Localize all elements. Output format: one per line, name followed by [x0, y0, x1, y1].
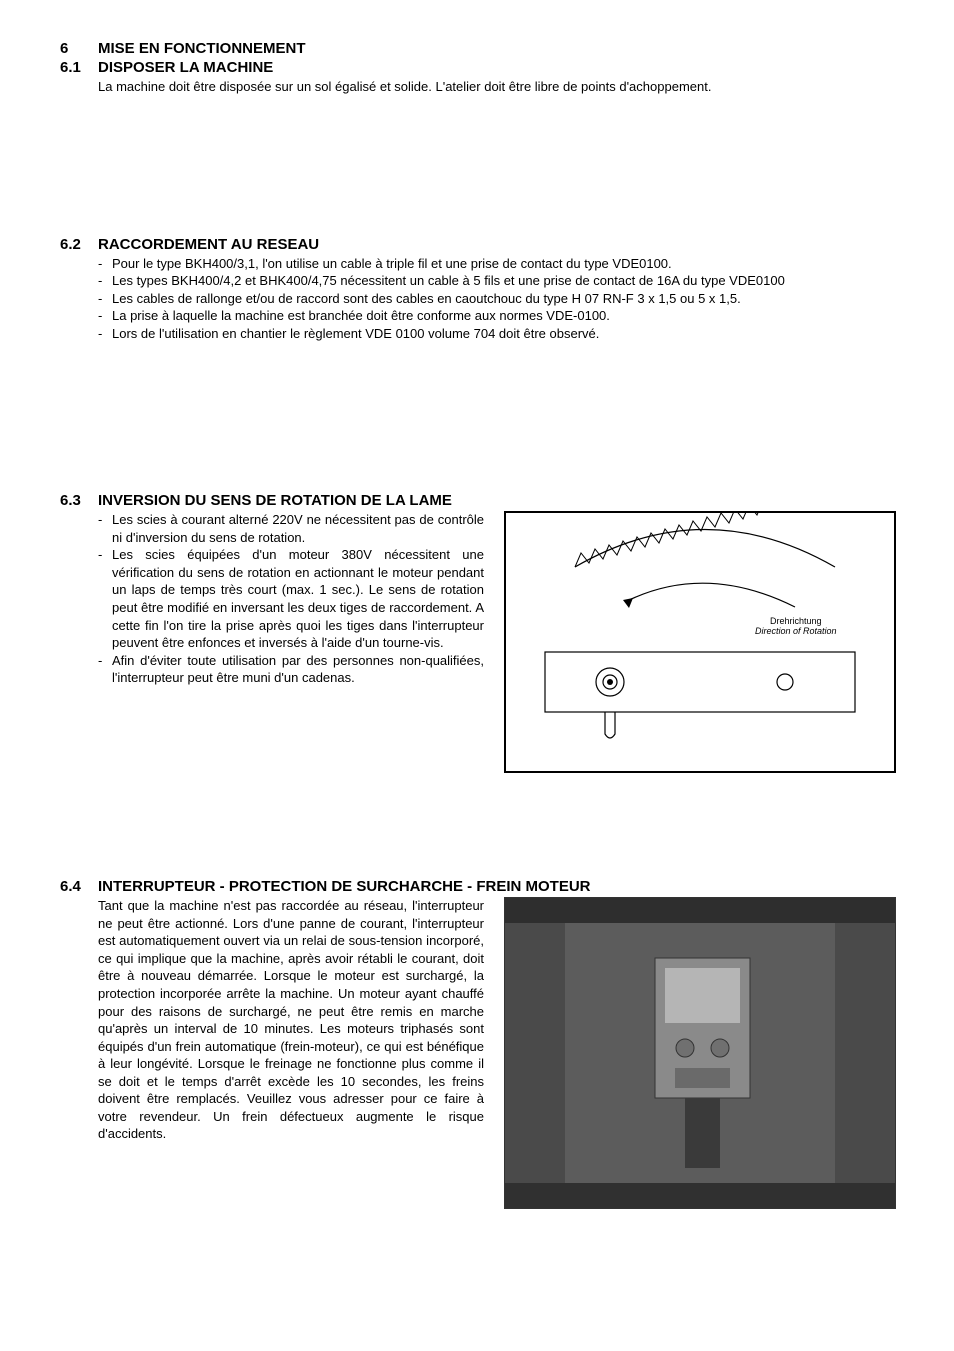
- heading-6: 6 MISE EN FONCTIONNEMENT: [60, 40, 894, 57]
- bullet-text: Les types BKH400/4,2 et BHK400/4,75 néce…: [112, 272, 894, 290]
- bullet-text: Pour le type BKH400/3,1, l'on utilise un…: [112, 255, 894, 273]
- section-6-3: 6.3 INVERSION DU SENS DE ROTATION DE LA …: [60, 492, 894, 838]
- heading-number: 6.3: [60, 492, 98, 509]
- heading-number: 6.2: [60, 236, 98, 253]
- bullet-item: -La prise à laquelle la machine est bran…: [98, 307, 894, 325]
- bullet-item: -Lors de l'utilisation en chantier le rè…: [98, 325, 894, 343]
- bullet-dash: -: [98, 272, 112, 290]
- bullet-text: Les scies équipées d'un moteur 380V néce…: [112, 546, 484, 651]
- heading-6-3: 6.3 INVERSION DU SENS DE ROTATION DE LA …: [60, 492, 894, 509]
- bullet-dash: -: [98, 652, 112, 687]
- bullet-list-6-2: -Pour le type BKH400/3,1, l'on utilise u…: [98, 255, 894, 343]
- bullet-text: Lors de l'utilisation en chantier le règ…: [112, 325, 894, 343]
- bullet-list-6-3: -Les scies à courant alterné 220V ne néc…: [98, 511, 484, 778]
- bullet-text: La prise à laquelle la machine est branc…: [112, 307, 894, 325]
- heading-6-1: 6.1 DISPOSER LA MACHINE: [60, 59, 894, 76]
- heading-6-2: 6.2 RACCORDEMENT AU RESEAU: [60, 236, 894, 253]
- switch-photo: [504, 897, 896, 1209]
- body-text: La machine doit être disposée sur un sol…: [98, 78, 894, 96]
- bullet-text: Les cables de rallonge et/ou de raccord …: [112, 290, 894, 308]
- heading-title: INTERRUPTEUR - PROTECTION DE SURCHARCHE …: [98, 878, 591, 895]
- section-6: 6 MISE EN FONCTIONNEMENT 6.1 DISPOSER LA…: [60, 40, 894, 196]
- bullet-dash: -: [98, 255, 112, 273]
- rotation-diagram: Drehrichtung Direction of Rotation: [504, 511, 896, 773]
- heading-6-4: 6.4 INTERRUPTEUR - PROTECTION DE SURCHAR…: [60, 878, 894, 895]
- bullet-dash: -: [98, 511, 112, 546]
- bullet-item: -Les cables de rallonge et/ou de raccord…: [98, 290, 894, 308]
- bullet-item: -Les types BKH400/4,2 et BHK400/4,75 néc…: [98, 272, 894, 290]
- bullet-item: -Pour le type BKH400/3,1, l'on utilise u…: [98, 255, 894, 273]
- heading-title: DISPOSER LA MACHINE: [98, 59, 273, 76]
- section-6-2: 6.2 RACCORDEMENT AU RESEAU -Pour le type…: [60, 236, 894, 453]
- bullet-item: -Les scies à courant alterné 220V ne néc…: [98, 511, 484, 546]
- heading-title: INVERSION DU SENS DE ROTATION DE LA LAME: [98, 492, 452, 509]
- bullet-text: Les scies à courant alterné 220V ne néce…: [112, 511, 484, 546]
- diagram-label-2: Direction of Rotation: [755, 626, 837, 636]
- heading-title: MISE EN FONCTIONNEMENT: [98, 40, 306, 57]
- bullet-dash: -: [98, 325, 112, 343]
- bullet-item: -Les scies équipées d'un moteur 380V néc…: [98, 546, 484, 651]
- diagram-label-1: Drehrichtung: [770, 616, 822, 626]
- heading-number: 6.1: [60, 59, 98, 76]
- bullet-item: -Afin d'éviter toute utilisation par des…: [98, 652, 484, 687]
- section-6-4: 6.4 INTERRUPTEUR - PROTECTION DE SURCHAR…: [60, 878, 894, 1214]
- bullet-dash: -: [98, 307, 112, 325]
- bullet-dash: -: [98, 290, 112, 308]
- bullet-text: Afin d'éviter toute utilisation par des …: [112, 652, 484, 687]
- bullet-dash: -: [98, 546, 112, 651]
- body-text-6-4: Tant que la machine n'est pas raccordée …: [98, 897, 484, 1214]
- heading-title: RACCORDEMENT AU RESEAU: [98, 236, 319, 253]
- heading-number: 6.4: [60, 878, 98, 895]
- heading-number: 6: [60, 40, 98, 57]
